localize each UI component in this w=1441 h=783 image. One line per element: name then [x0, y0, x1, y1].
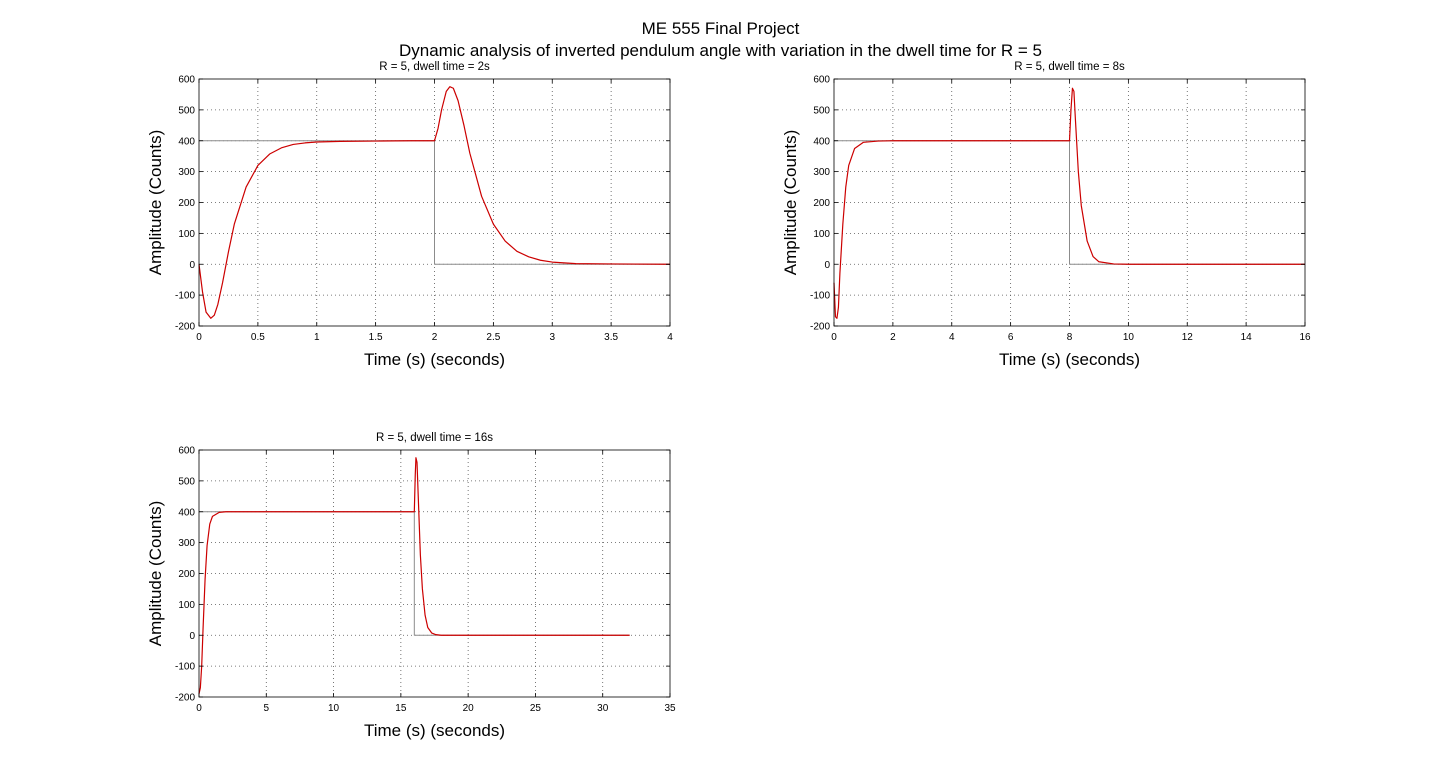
y-axis-label: Amplitude (Counts): [146, 501, 165, 647]
x-axis-label: Time (s) (seconds): [364, 350, 505, 369]
y-tick-label: -200: [175, 693, 195, 704]
y-tick-label: 300: [178, 538, 195, 549]
y-tick-label: 300: [813, 167, 830, 178]
y-tick-label: 100: [178, 229, 195, 240]
y-tick-label: 400: [178, 136, 195, 147]
y-tick-label: -200: [810, 322, 830, 333]
y-tick-label: 600: [178, 75, 195, 86]
y-tick-label: -100: [810, 291, 830, 302]
x-tick-label: 6: [1008, 332, 1014, 343]
x-tick-label: 5: [264, 703, 270, 714]
x-tick-label: 0: [196, 332, 202, 343]
y-tick-label: 100: [178, 600, 195, 611]
reference-step-line: [199, 140, 670, 265]
x-tick-label: 1: [314, 332, 320, 343]
y-tick-label: 200: [178, 198, 195, 209]
y-tick-label: 0: [189, 260, 195, 271]
y-tick-label: 600: [178, 446, 195, 457]
figure-title: ME 555 Final Project: [641, 19, 800, 38]
x-tick-label: 10: [1123, 332, 1135, 343]
y-tick-label: 600: [813, 75, 830, 86]
y-tick-label: 500: [178, 105, 195, 116]
panel-title: R = 5, dwell time = 8s: [1014, 61, 1125, 73]
y-tick-label: -100: [175, 662, 195, 673]
x-axis-label: Time (s) (seconds): [999, 350, 1140, 369]
chart-panel-3: 0 5 10 15 20 25 30 35 -200 -100 0 100 200 300 400 500 60…: [146, 432, 676, 740]
y-tick-label: 0: [189, 631, 195, 642]
x-tick-label: 35: [664, 703, 676, 714]
x-tick-label: 4: [949, 332, 955, 343]
y-tick-label: 500: [813, 105, 830, 116]
chart-panel-1: 0 0.5 1 1.5 2 2.5 3 3.5 4 -200 -100 0 100 200 300 400 50…: [146, 61, 673, 369]
response-line: [198, 457, 630, 695]
panel-title: R = 5, dwell time = 2s: [379, 61, 490, 73]
x-tick-label: 2: [432, 332, 438, 343]
x-tick-label: 3.5: [604, 332, 618, 343]
y-tick-label: 300: [178, 167, 195, 178]
x-tick-label: 1.5: [369, 332, 383, 343]
x-tick-label: 15: [395, 703, 407, 714]
y-tick-label: 400: [178, 507, 195, 518]
x-tick-label: 3: [549, 332, 555, 343]
x-tick-label: 12: [1182, 332, 1194, 343]
x-tick-label: 16: [1299, 332, 1311, 343]
x-tick-label: 10: [328, 703, 340, 714]
y-tick-label: 200: [178, 569, 195, 580]
x-tick-label: 25: [530, 703, 542, 714]
x-tick-label: 0.5: [251, 332, 265, 343]
response-line: [198, 86, 671, 319]
y-tick-label: 400: [813, 136, 830, 147]
figure-subtitle: Dynamic analysis of inverted pendulum an…: [398, 41, 1042, 60]
y-tick-label: 500: [178, 476, 195, 487]
y-tick-label: 100: [813, 229, 830, 240]
y-tick-label: -200: [175, 322, 195, 333]
response-line: [833, 87, 1305, 319]
x-tick-label: 0: [831, 332, 837, 343]
y-axis-label: Amplitude (Counts): [781, 130, 800, 276]
y-axis-label: Amplitude (Counts): [146, 130, 165, 276]
x-tick-label: 4: [667, 332, 673, 343]
x-tick-label: 14: [1241, 332, 1253, 343]
y-tick-label: 200: [813, 198, 830, 209]
x-tick-label: 30: [597, 703, 609, 714]
x-tick-label: 20: [463, 703, 475, 714]
x-tick-label: 2.5: [486, 332, 500, 343]
y-tick-label: -100: [175, 291, 195, 302]
y-tick-label: 0: [824, 260, 830, 271]
x-axis-label: Time (s) (seconds): [364, 721, 505, 740]
panel-title: R = 5, dwell time = 16s: [376, 432, 493, 444]
x-tick-label: 8: [1067, 332, 1073, 343]
x-tick-label: 0: [196, 703, 202, 714]
chart-panel-2: 0 2 4 6 8 10 12 14 16 -200 -100 0 100 200 300 400 500 600…: [781, 61, 1311, 369]
x-tick-label: 2: [890, 332, 896, 343]
